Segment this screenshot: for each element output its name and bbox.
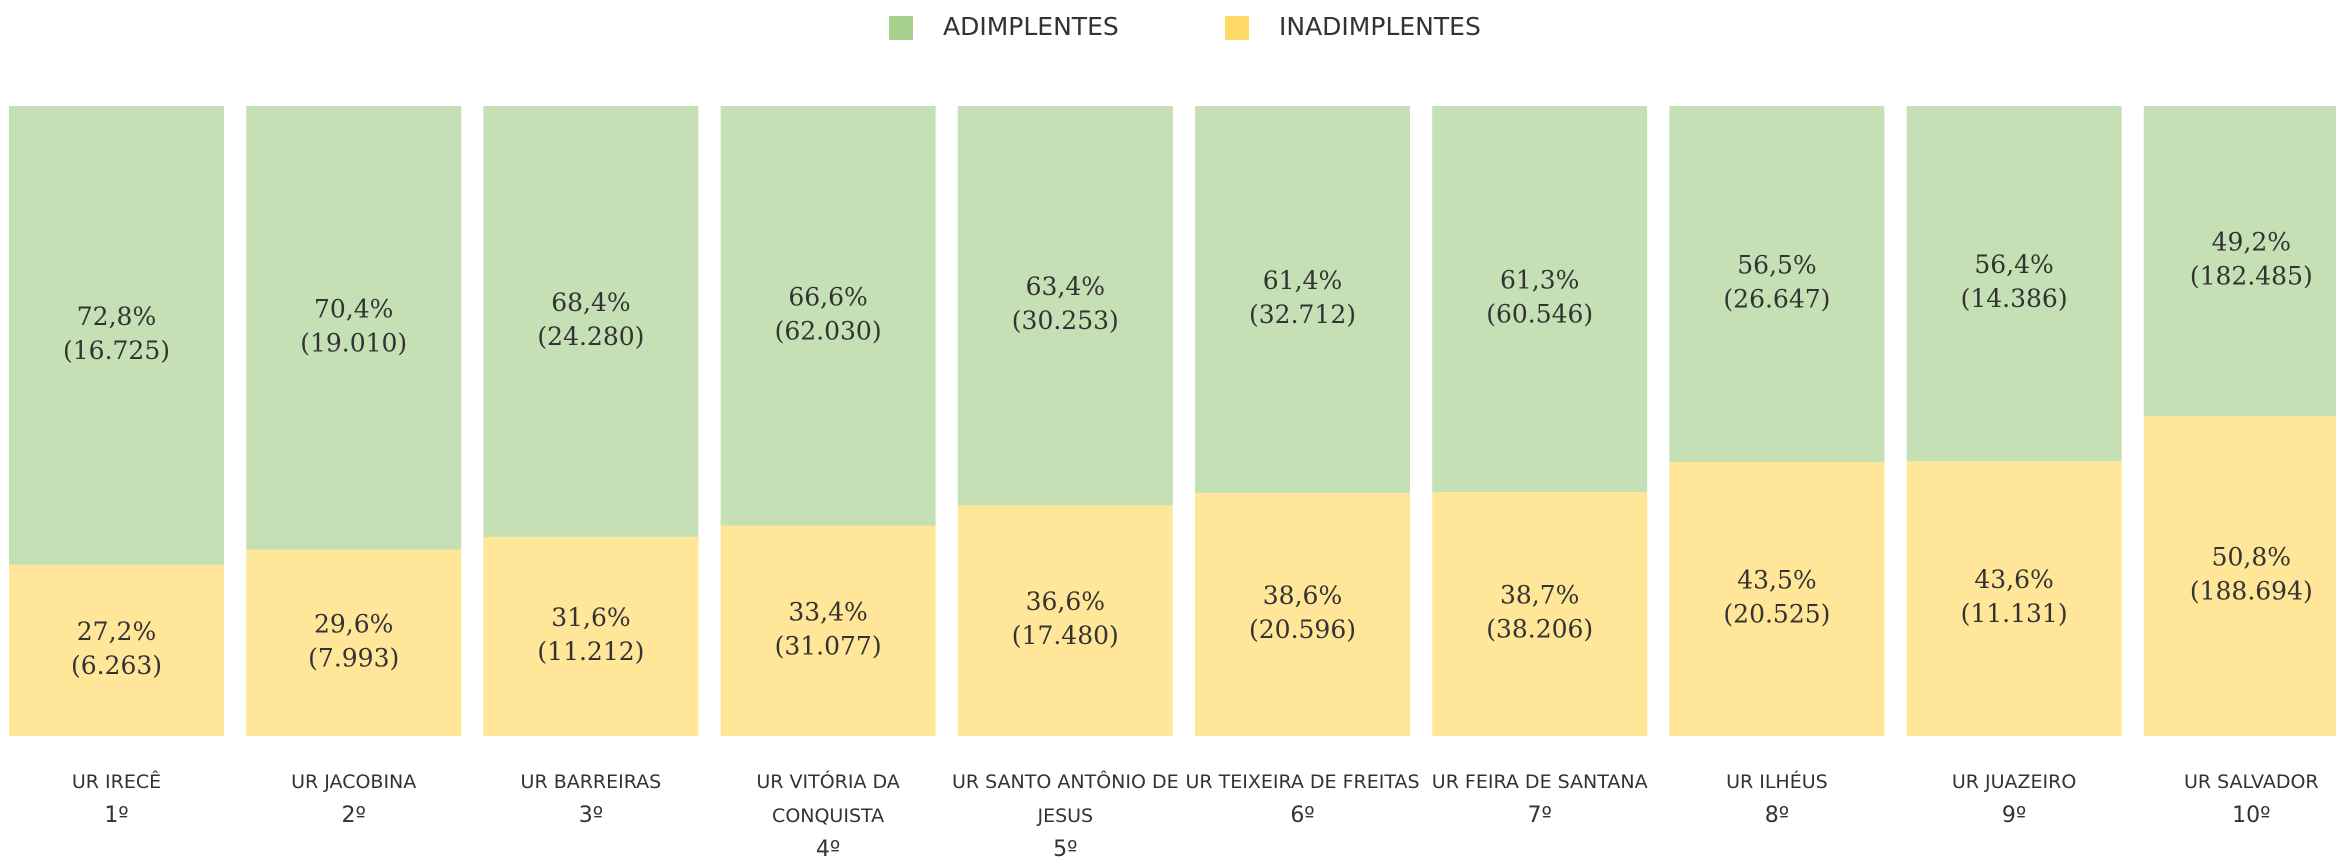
category-name: UR VITÓRIA DA CONQUISTA [756,771,900,827]
value-label: 38,7% [1500,581,1579,610]
x-tick-label: UR FEIRA DE SANTANA 7º [1421,765,1658,833]
count-label: (11.212) [537,637,644,666]
bar-segment [2143,106,2336,416]
bar-segment [1906,106,2122,462]
category-name: UR JUAZEIRO [1951,771,2077,793]
value-label: 50,8% [2212,542,2291,571]
category-name: UR JACOBINA [291,771,417,793]
x-tick-label: UR VITÓRIA DA CONQUISTA 4º [710,765,947,863]
rank-label: 4º [815,837,841,862]
value-label: 33,4% [788,597,867,626]
value-label: 63,4% [1026,272,1105,301]
value-label: 68,4% [551,288,630,317]
count-label: (16.725) [63,336,170,365]
bar-segment [1195,106,1410,493]
category-name: UR SANTO ANTÔNIO DE JESUS [952,771,1179,827]
bar-segment [1669,106,1885,462]
count-label: (20.596) [1249,615,1356,644]
bar-segment [1669,461,1885,736]
x-tick-label: UR BARREIRAS 3º [472,765,709,833]
count-label: (31.077) [775,631,882,660]
value-label: 49,2% [2212,227,2291,256]
bar-segment [483,106,699,537]
value-label: 61,4% [1263,266,1342,295]
x-tick-label: UR JUAZEIRO 9º [1896,765,2133,833]
bar-segment [1195,492,1410,736]
value-label: 70,4% [314,294,393,323]
bar-segment [720,525,936,736]
category-name: UR FEIRA DE SANTANA [1431,771,1648,793]
rank-label: 7º [1527,803,1552,828]
category-name: UR ILHÉUS [1726,771,1828,793]
bar-segment [1906,461,2122,736]
value-label: 56,5% [1737,250,1816,279]
count-label: (7.993) [308,643,399,672]
count-label: (32.712) [1249,300,1356,329]
bar-segment [246,549,462,736]
bar-segment [1432,492,1648,736]
count-label: (17.480) [1012,621,1119,650]
value-label: 43,6% [1974,565,2053,594]
count-label: (26.647) [1723,284,1830,313]
x-tick-label: UR ILHÉUS 8º [1658,765,1895,833]
x-tick-label: UR IRECÊ 1º [0,765,235,833]
x-tick-label: UR JACOBINA 2º [235,765,472,833]
rank-label: 6º [1290,803,1315,828]
rank-label: 1º [104,803,129,828]
bar-segment [957,505,1173,736]
value-label: 72,8% [77,302,156,331]
x-tick-label: UR SANTO ANTÔNIO DE JESUS 5º [947,765,1184,863]
category-name: UR IRECÊ [71,771,162,793]
bar-segment [957,106,1173,506]
rank-label: 3º [578,803,604,828]
bar-segment [9,106,224,565]
count-label: (14.386) [1961,284,2068,313]
rank-label: 5º [1053,837,1078,862]
category-name: UR SALVADOR [2183,771,2319,793]
count-label: (38.206) [1486,615,1593,644]
count-label: (30.253) [1012,306,1119,335]
bar-segment [720,106,936,526]
value-label: 61,3% [1500,266,1579,295]
value-label: 56,4% [1974,250,2053,279]
x-tick-label: UR SALVADOR 10º [2133,765,2336,833]
bar-segment [9,564,224,736]
count-label: (182.485) [2190,261,2313,290]
rank-label: 9º [2001,803,2027,828]
legend-label: INADIMPLENTES [1279,12,1481,41]
count-label: (19.010) [300,328,407,357]
bar-segment [1432,106,1648,493]
rank-label: 2º [341,803,366,828]
value-label: 38,6% [1263,581,1342,610]
count-label: (60.546) [1486,300,1593,329]
bar-segment [483,536,699,736]
count-label: (188.694) [2190,576,2313,605]
count-label: (24.280) [537,322,644,351]
value-label: 27,2% [77,617,156,646]
category-name: UR TEIXEIRA DE FREITAS [1185,771,1420,793]
rank-label: 10º [2232,803,2271,828]
bar-segment [246,106,462,550]
category-name: UR BARREIRAS [520,771,662,793]
value-label: 36,6% [1026,587,1105,616]
bar-segment [2143,415,2336,736]
count-label: (11.131) [1961,599,2068,628]
legend-label: ADIMPLENTES [943,12,1119,41]
value-label: 66,6% [788,282,867,311]
count-label: (62.030) [775,316,882,345]
x-tick-label: UR TEIXEIRA DE FREITAS 6º [1184,765,1421,833]
value-label: 31,6% [551,603,630,632]
value-label: 29,6% [314,609,393,638]
legend-swatch [889,16,913,40]
count-label: (6.263) [71,651,162,680]
legend-swatch [1225,16,1249,40]
value-label: 43,5% [1737,565,1816,594]
count-label: (20.525) [1723,599,1830,628]
rank-label: 8º [1764,803,1790,828]
